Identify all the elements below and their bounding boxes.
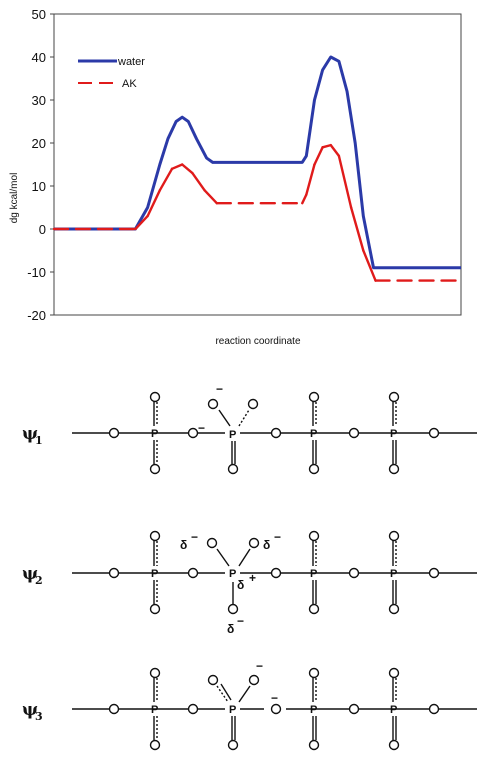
charge-delta: δ — [227, 622, 234, 636]
psi-subscript-2: 2 — [35, 574, 43, 587]
p-atom: P — [229, 704, 236, 716]
series-segment-AK — [305, 163, 316, 196]
charge-delta: δ — [263, 538, 270, 552]
structure-row-psi3 — [72, 667, 477, 751]
series-segment-AK — [170, 163, 184, 171]
p-atom: P — [310, 568, 317, 580]
y-axis-label: dg kcal/mol — [9, 173, 20, 224]
p-atom: P — [151, 568, 158, 580]
y-axis-ticks: 50 40 30 20 10 0 -10 -20 — [27, 7, 54, 323]
psi-subscript-3: 3 — [35, 710, 43, 723]
charge-delta: δ — [180, 538, 187, 552]
series-layer — [52, 55, 463, 282]
y-tick-label: -20 — [27, 308, 46, 323]
charge-plus: + — [249, 571, 256, 585]
p-atom: P — [390, 428, 397, 440]
p-atom: P — [310, 428, 317, 440]
charge-delta: δ — [237, 578, 244, 592]
psi-label-2: ψ — [22, 564, 38, 584]
structure-row-psi2 — [72, 530, 477, 615]
p-atom: P — [151, 704, 158, 716]
y-tick-label: 50 — [32, 7, 46, 22]
charge-labels: − − δ − δ − δ + δ − − − — [180, 382, 281, 705]
charge-minus: − — [237, 614, 244, 628]
p-atom: P — [390, 704, 397, 716]
structure-row-psi1 — [72, 391, 477, 475]
phosphorus-labels: P P P P P P P P P P P P — [151, 428, 397, 716]
series-segment-AK — [321, 143, 332, 149]
series-segment-AK — [203, 189, 219, 205]
energy-chart: 50 40 30 20 10 0 -10 -20 dg kcal/mol reaction c… — [9, 7, 463, 347]
series-segment-AK — [329, 143, 341, 158]
series-segment-AK — [134, 214, 149, 231]
legend-ak-label: AK — [122, 78, 137, 90]
charge-minus: − — [256, 659, 263, 673]
psi-subscript-1: 1 — [35, 434, 43, 447]
charge-minus: − — [271, 691, 278, 705]
y-tick-label: -10 — [27, 265, 46, 280]
legend-water-label: water — [117, 56, 145, 68]
y-tick-label: 10 — [32, 179, 46, 194]
series-segment-AK — [313, 146, 324, 166]
series-segment-AK — [301, 193, 308, 205]
y-tick-label: 20 — [32, 136, 46, 151]
charge-minus: − — [216, 382, 223, 396]
p-atom: P — [229, 568, 236, 580]
series-segment-AK — [181, 163, 194, 175]
psi-label-1: ψ — [22, 424, 38, 444]
charge-minus: − — [198, 421, 205, 435]
plot-frame — [53, 13, 462, 316]
y-tick-label: 30 — [32, 93, 46, 108]
series-segment-AK — [146, 189, 162, 218]
series-segment-AK — [337, 154, 353, 209]
p-atom: P — [229, 429, 236, 441]
series-line-water — [54, 55, 461, 270]
psi-label-3: ψ — [22, 700, 38, 720]
p-atom: P — [390, 568, 397, 580]
series-segment-AK — [362, 249, 377, 282]
charge-minus: − — [274, 530, 281, 544]
x-axis-label: reaction coordinate — [215, 336, 300, 347]
charge-minus: − — [191, 530, 198, 544]
series-segment-AK — [158, 167, 174, 192]
wavefunction-labels: ψ 1 ψ 2 ψ 3 — [22, 424, 43, 723]
y-tick-label: 0 — [39, 222, 46, 237]
legend: water AK — [78, 56, 145, 90]
p-atom: P — [151, 428, 158, 440]
structure-diagram — [72, 391, 477, 751]
series-segment-AK — [349, 206, 365, 252]
series-segment-AK — [191, 171, 206, 192]
p-atom: P — [310, 704, 317, 716]
y-tick-label: 40 — [32, 50, 46, 65]
